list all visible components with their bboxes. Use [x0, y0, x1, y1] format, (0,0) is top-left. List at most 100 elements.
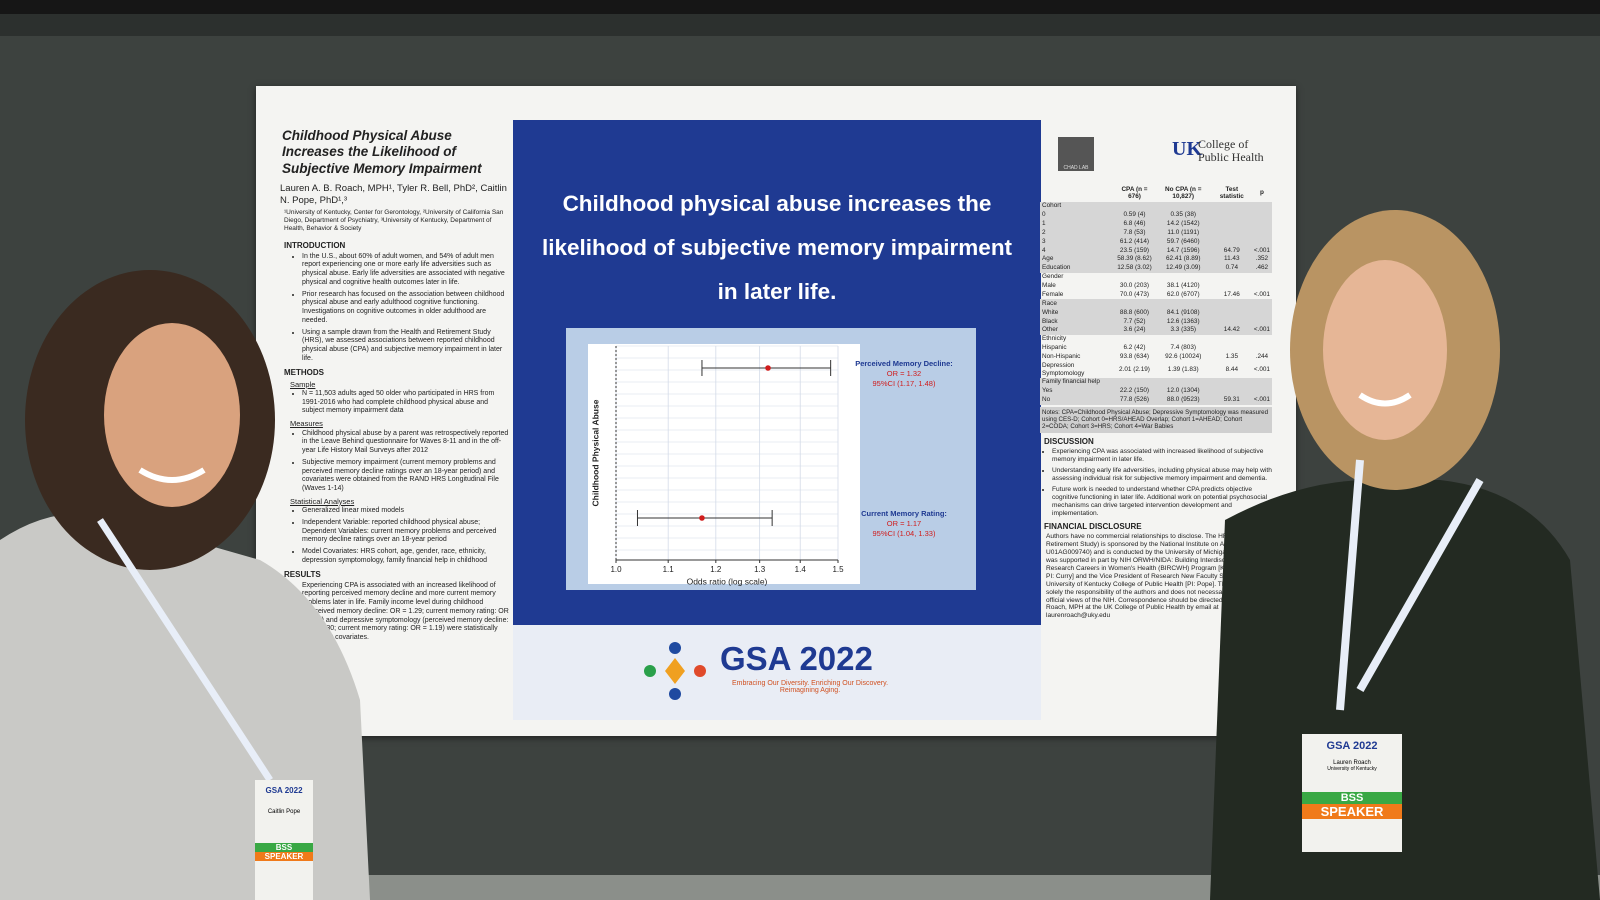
forest-plot: 1.0 1.1 1.2 1.3 1.4 1.5 Odds ratio (log scale)…	[566, 328, 976, 590]
x-tick-label: 1.1	[663, 565, 675, 574]
table-cell: 14.42	[1211, 325, 1252, 335]
table-row: Black 7.7 (52) 12.6 (1363)	[1040, 316, 1272, 326]
table-row: Race	[1040, 299, 1272, 309]
person-left-sweater	[0, 513, 370, 900]
table-cell: 8.44	[1225, 365, 1239, 373]
table-cell	[1251, 377, 1272, 387]
x-tick-label: 1.0	[610, 565, 622, 574]
badge-name: Caitlin Pope	[267, 809, 301, 815]
subheading: Sample	[290, 379, 316, 389]
badge-event: GSA 2022	[1326, 740, 1378, 752]
poster-title: Childhood Physical Abuse Increases the L…	[282, 128, 482, 176]
bullet-list: N = 11,503 adults aged 50 older who part…	[270, 390, 510, 416]
table-cell	[1251, 308, 1272, 317]
table-row: 0 0.59 (4) 0.35 (38)	[1040, 210, 1272, 220]
table-cell: 64.79	[1211, 245, 1252, 255]
column-header: p	[1259, 189, 1264, 197]
table-cell: Depression Symptomology	[1042, 361, 1085, 377]
table-cell	[1211, 228, 1252, 238]
bullet: Understanding early life adversities, in…	[1052, 467, 1272, 483]
table-cell	[1251, 237, 1272, 246]
table-cell: 6.8 (46)	[1114, 219, 1155, 229]
table-cell: 23.5 (159)	[1114, 245, 1155, 255]
bullet: Generalized linear mixed models	[302, 507, 510, 516]
table-cell: 0	[1040, 210, 1115, 220]
section-heading: METHODS	[284, 367, 324, 377]
table-cell: 7.7 (52)	[1114, 316, 1155, 326]
table-cell: 6.2 (42)	[1123, 344, 1146, 352]
table-cell: Hispanic	[1042, 344, 1067, 352]
category-label: Perceived Memory Decline:	[855, 359, 953, 368]
table-cell: 12.49 (3.09)	[1154, 263, 1212, 273]
column-header: CPA (n = 676)	[1121, 185, 1148, 201]
table-cell: .462	[1251, 263, 1272, 273]
plot-frame	[588, 344, 860, 584]
table-cell: 70.0 (473)	[1119, 290, 1150, 298]
bullet-list: Childhood physical abuse by a parent was…	[270, 430, 510, 494]
table-cell: Race	[1040, 299, 1115, 309]
badge-left: GSA 2022 Caitlin Pope BSS SPEAKER	[255, 780, 313, 900]
ci-label: 95%CI (1.04, 1.33)	[873, 529, 936, 538]
table-cell	[1211, 201, 1252, 211]
table-cell: 84.1 (9108)	[1154, 308, 1212, 317]
table-cell: Family financial help	[1040, 377, 1115, 387]
x-tick-label: 1.3	[754, 565, 766, 574]
board-edge	[0, 14, 1600, 36]
disclosure: Authors have no commercial relationships…	[1046, 533, 1272, 620]
table-cell: 14.2 (1542)	[1154, 219, 1212, 229]
x-tick-label: 1.5	[832, 565, 844, 574]
table-cell	[1211, 299, 1252, 309]
table-cell: Black	[1040, 316, 1115, 326]
table-cell: Gender	[1042, 273, 1064, 281]
table-cell: 0.74	[1211, 263, 1252, 273]
badge-name: Lauren Roach	[1333, 760, 1371, 766]
table-cell: 4	[1040, 245, 1115, 255]
badge-role: BSS	[1302, 792, 1402, 804]
tagline: Embracing Our Diversity. Enriching Our D…	[731, 680, 889, 694]
table-cell	[1154, 377, 1212, 387]
table-cell	[1251, 299, 1272, 309]
table-cell: 2.01 (2.19)	[1119, 365, 1150, 373]
bullet: Experiencing CPA was associated with inc…	[1052, 448, 1272, 464]
table-row: 4 23.5 (159) 14.7 (1596) 64.79 <.001	[1040, 245, 1272, 255]
badge-event: GSA 2022	[265, 786, 303, 795]
table-cell: Age	[1040, 254, 1115, 264]
column-header: Test statistic	[1219, 185, 1244, 201]
point	[765, 365, 771, 371]
y-axis-label: Childhood Physical Abuse	[590, 399, 600, 506]
x-tick-label: 1.4	[795, 565, 807, 574]
table-row: Female 70.0 (473) 62.0 (6707) 17.46 <.001	[1040, 290, 1272, 299]
table-cell: 7.8 (53)	[1114, 228, 1155, 238]
bullet-list: Generalized linear mixed models Independe…	[270, 507, 510, 566]
table-row: Family financial help	[1040, 377, 1272, 387]
table-cell: 59.31	[1211, 395, 1252, 405]
table-row: White 88.8 (600) 84.1 (9108)	[1040, 308, 1272, 317]
table-cell: Male	[1042, 282, 1056, 290]
table-cell: 58.39 (8.62)	[1114, 254, 1155, 264]
table-cell: 3	[1040, 237, 1115, 246]
table-cell	[1251, 210, 1272, 220]
badge-tag: SPEAKER	[1302, 804, 1402, 819]
left-column: Childhood Physical Abuse Increases the L…	[270, 128, 510, 646]
table-cell: 1.35	[1225, 353, 1239, 361]
table-cell: 3.3 (335)	[1154, 325, 1212, 335]
table-cell	[1251, 386, 1272, 396]
table-notes: Notes: CPA=Childhood Physical Abuse; Dep…	[1040, 406, 1272, 433]
badge-role: BSS	[255, 843, 313, 852]
table-cell	[1154, 299, 1212, 309]
table-cell: 62.41 (8.89)	[1154, 254, 1212, 264]
table-row: Cohort	[1040, 201, 1272, 211]
x-axis-label: Odds ratio (log scale)	[687, 576, 768, 586]
table-cell: 11.43	[1211, 254, 1252, 264]
ceiling	[0, 0, 1600, 14]
lab-name: CHAD LAB	[1063, 165, 1089, 171]
value-label: OR = 1.32	[887, 369, 921, 378]
subheading: Measures	[290, 419, 323, 429]
table-row: Other 3.6 (24) 3.3 (335) 14.42 <.001	[1040, 325, 1272, 335]
discussion-list: Experiencing CPA was associated with inc…	[1040, 448, 1272, 517]
table-cell: 22.2 (150)	[1114, 386, 1155, 396]
bullet-list: In the U.S., about 60% of adult women, a…	[270, 253, 510, 364]
table-cell: 12.58 (3.02)	[1114, 263, 1155, 273]
table-row: Yes 22.2 (150) 12.0 (1304)	[1040, 386, 1272, 396]
